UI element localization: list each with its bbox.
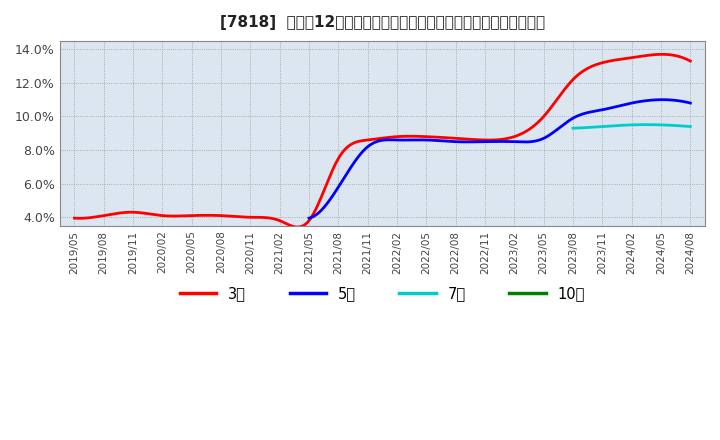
Title: [7818]  売上高12か月移動合計の対前年同期増減率の標準偏差の推移: [7818] 売上高12か月移動合計の対前年同期増減率の標準偏差の推移 xyxy=(220,15,545,30)
Legend: 3年, 5年, 7年, 10年: 3年, 5年, 7年, 10年 xyxy=(174,280,591,307)
